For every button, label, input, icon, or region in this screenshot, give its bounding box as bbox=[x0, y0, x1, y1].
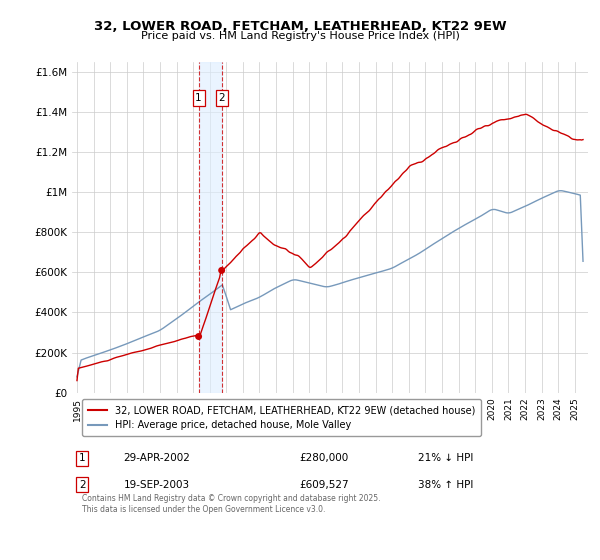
Text: 38% ↑ HPI: 38% ↑ HPI bbox=[418, 479, 473, 489]
Legend: 32, LOWER ROAD, FETCHAM, LEATHERHEAD, KT22 9EW (detached house), HPI: Average pr: 32, LOWER ROAD, FETCHAM, LEATHERHEAD, KT… bbox=[82, 399, 481, 436]
Text: £609,527: £609,527 bbox=[299, 479, 349, 489]
Text: 2: 2 bbox=[79, 479, 86, 489]
Text: Price paid vs. HM Land Registry's House Price Index (HPI): Price paid vs. HM Land Registry's House … bbox=[140, 31, 460, 41]
Text: 29-APR-2002: 29-APR-2002 bbox=[124, 454, 190, 463]
Text: 21% ↓ HPI: 21% ↓ HPI bbox=[418, 454, 473, 463]
Bar bbox=[199, 62, 221, 393]
Text: 19-SEP-2003: 19-SEP-2003 bbox=[124, 479, 190, 489]
Text: 1: 1 bbox=[79, 454, 86, 463]
Text: Contains HM Land Registry data © Crown copyright and database right 2025.
This d: Contains HM Land Registry data © Crown c… bbox=[82, 494, 381, 514]
Text: £280,000: £280,000 bbox=[299, 454, 348, 463]
Point bbox=[217, 266, 226, 275]
Point bbox=[194, 332, 203, 341]
Text: 1: 1 bbox=[195, 93, 202, 103]
Text: 32, LOWER ROAD, FETCHAM, LEATHERHEAD, KT22 9EW: 32, LOWER ROAD, FETCHAM, LEATHERHEAD, KT… bbox=[94, 20, 506, 32]
Text: 2: 2 bbox=[218, 93, 225, 103]
